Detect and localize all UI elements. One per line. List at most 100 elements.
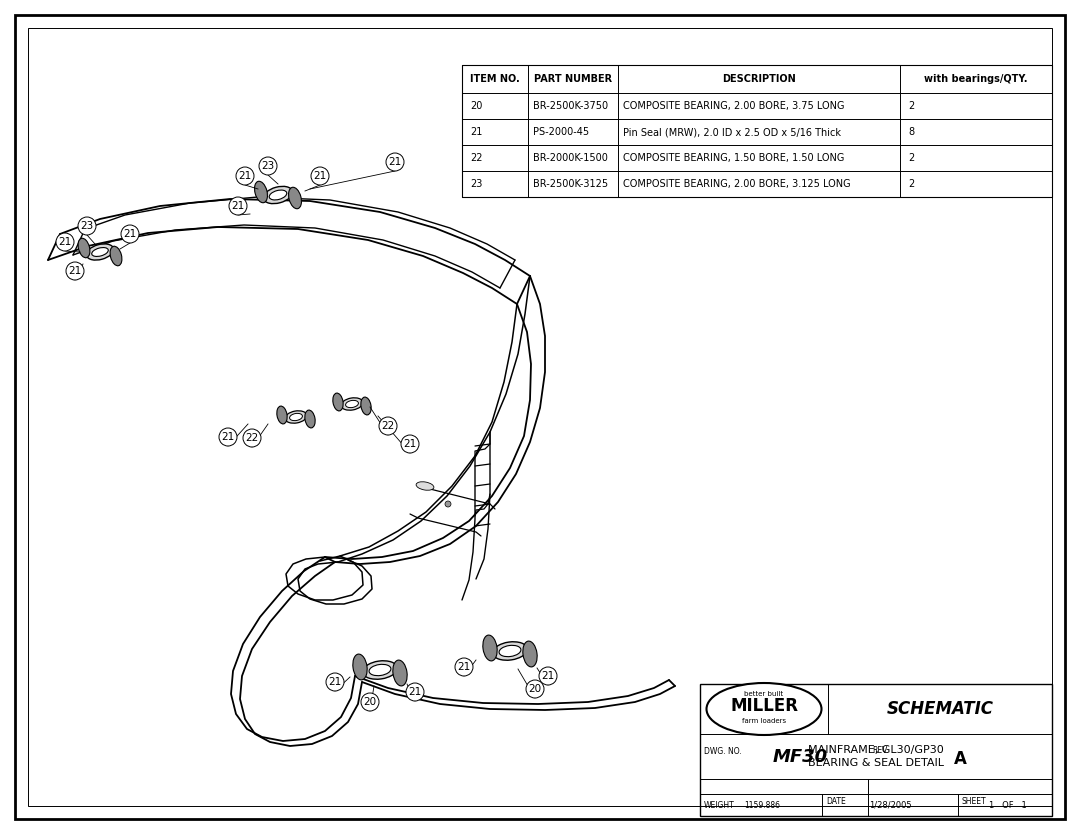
Text: 21: 21 xyxy=(470,127,483,137)
Circle shape xyxy=(229,197,247,215)
Text: 20: 20 xyxy=(528,684,541,694)
Text: BR-2500K-3750: BR-2500K-3750 xyxy=(534,101,608,111)
Text: 23: 23 xyxy=(80,221,94,231)
Ellipse shape xyxy=(361,397,372,414)
Ellipse shape xyxy=(346,400,359,408)
Text: 21: 21 xyxy=(231,201,245,211)
Text: 21: 21 xyxy=(58,237,71,247)
Text: 21: 21 xyxy=(239,171,252,181)
Ellipse shape xyxy=(305,410,315,428)
Ellipse shape xyxy=(341,398,363,410)
Ellipse shape xyxy=(483,635,497,661)
Ellipse shape xyxy=(706,683,822,735)
Text: MF30: MF30 xyxy=(772,747,827,766)
Text: 21: 21 xyxy=(541,671,555,681)
Ellipse shape xyxy=(353,654,367,680)
Text: SHEET: SHEET xyxy=(962,796,987,806)
Circle shape xyxy=(121,225,139,243)
Text: ITEM NO.: ITEM NO. xyxy=(470,74,519,84)
Circle shape xyxy=(243,429,261,447)
Text: BEARING & SEAL DETAIL: BEARING & SEAL DETAIL xyxy=(808,758,944,768)
Circle shape xyxy=(219,428,237,446)
Text: A: A xyxy=(954,751,967,768)
Ellipse shape xyxy=(523,641,537,667)
Ellipse shape xyxy=(78,239,90,258)
Ellipse shape xyxy=(289,414,302,420)
Text: BR-2000K-1500: BR-2000K-1500 xyxy=(534,153,608,163)
Text: 23: 23 xyxy=(261,161,274,171)
Ellipse shape xyxy=(269,190,287,200)
Text: 23: 23 xyxy=(470,179,483,189)
Text: MAINFRAME, GL30/GP30: MAINFRAME, GL30/GP30 xyxy=(808,745,944,755)
Circle shape xyxy=(401,435,419,453)
Ellipse shape xyxy=(92,248,108,256)
Text: Pin Seal (MRW), 2.0 ID x 2.5 OD x 5/16 Thick: Pin Seal (MRW), 2.0 ID x 2.5 OD x 5/16 T… xyxy=(623,127,841,137)
Circle shape xyxy=(56,233,75,251)
Text: MILLER: MILLER xyxy=(730,697,798,715)
Text: 21: 21 xyxy=(457,662,471,672)
Text: 20: 20 xyxy=(364,697,377,707)
Text: 21: 21 xyxy=(389,157,402,167)
Text: PART NUMBER: PART NUMBER xyxy=(534,74,612,84)
Text: better built: better built xyxy=(744,691,784,697)
Ellipse shape xyxy=(333,393,343,411)
Ellipse shape xyxy=(86,244,113,260)
Text: 21: 21 xyxy=(221,432,234,442)
Ellipse shape xyxy=(255,181,268,203)
Text: DATE: DATE xyxy=(826,796,846,806)
Text: 8: 8 xyxy=(908,127,914,137)
Text: 21: 21 xyxy=(408,687,421,697)
Ellipse shape xyxy=(369,665,391,676)
Circle shape xyxy=(259,157,276,175)
Text: 21: 21 xyxy=(403,439,417,449)
Circle shape xyxy=(66,262,84,280)
Text: COMPOSITE BEARING, 1.50 BORE, 1.50 LONG: COMPOSITE BEARING, 1.50 BORE, 1.50 LONG xyxy=(623,153,845,163)
Ellipse shape xyxy=(416,482,434,490)
Circle shape xyxy=(326,673,345,691)
Text: DWG. NO.: DWG. NO. xyxy=(704,747,742,756)
Text: COMPOSITE BEARING, 2.00 BORE, 3.125 LONG: COMPOSITE BEARING, 2.00 BORE, 3.125 LONG xyxy=(623,179,851,189)
Text: WEIGHT: WEIGHT xyxy=(704,801,734,810)
Text: REV.: REV. xyxy=(872,746,889,755)
Text: 22: 22 xyxy=(470,153,483,163)
Text: 1/28/2005: 1/28/2005 xyxy=(868,801,912,810)
Circle shape xyxy=(78,217,96,235)
Text: 1159.886: 1159.886 xyxy=(744,801,780,810)
Circle shape xyxy=(406,683,424,701)
Circle shape xyxy=(361,693,379,711)
Text: 21: 21 xyxy=(123,229,137,239)
Text: 21: 21 xyxy=(328,677,341,687)
Circle shape xyxy=(237,167,254,185)
Circle shape xyxy=(455,658,473,676)
Circle shape xyxy=(445,501,451,507)
Text: COMPOSITE BEARING, 2.00 BORE, 3.75 LONG: COMPOSITE BEARING, 2.00 BORE, 3.75 LONG xyxy=(623,101,845,111)
Circle shape xyxy=(386,153,404,171)
Ellipse shape xyxy=(264,186,293,203)
Text: DESCRIPTION: DESCRIPTION xyxy=(723,74,796,84)
Text: 21: 21 xyxy=(313,171,326,181)
Ellipse shape xyxy=(499,646,521,656)
Bar xyxy=(462,65,1052,197)
Ellipse shape xyxy=(363,661,397,679)
Text: 22: 22 xyxy=(381,421,394,431)
Circle shape xyxy=(526,680,544,698)
Text: 22: 22 xyxy=(245,433,258,443)
Text: 2: 2 xyxy=(908,179,915,189)
Ellipse shape xyxy=(393,660,407,686)
Ellipse shape xyxy=(276,406,287,424)
Text: BR-2500K-3125: BR-2500K-3125 xyxy=(534,179,608,189)
Ellipse shape xyxy=(110,246,122,266)
Text: PS-2000-45: PS-2000-45 xyxy=(534,127,589,137)
Text: SCHEMATIC: SCHEMATIC xyxy=(887,700,994,718)
Text: 21: 21 xyxy=(68,266,82,276)
Text: with bearings/QTY.: with bearings/QTY. xyxy=(924,74,1028,84)
Bar xyxy=(700,684,1052,816)
Text: 20: 20 xyxy=(470,101,483,111)
Ellipse shape xyxy=(285,411,307,423)
Circle shape xyxy=(539,667,557,685)
Text: 2: 2 xyxy=(908,153,915,163)
Text: 2: 2 xyxy=(908,101,915,111)
Circle shape xyxy=(379,417,397,435)
Ellipse shape xyxy=(288,188,301,208)
Text: farm loaders: farm loaders xyxy=(742,718,786,724)
